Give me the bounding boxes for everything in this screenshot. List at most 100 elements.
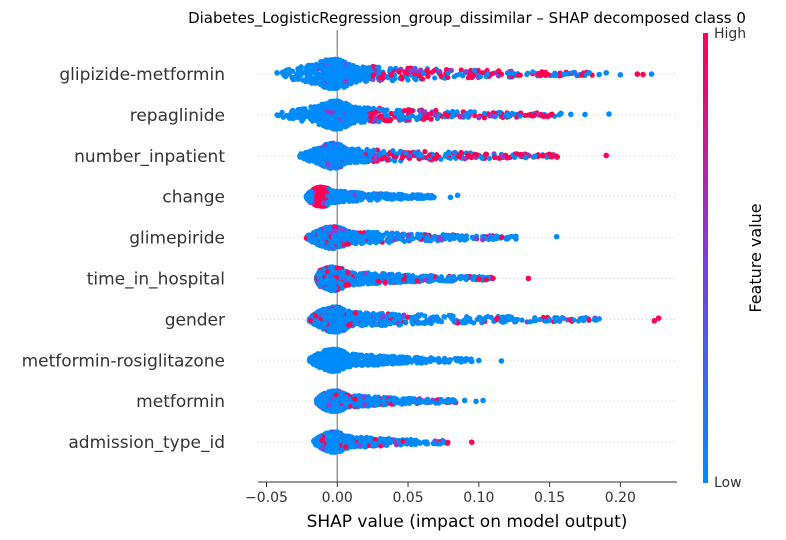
shap-point	[332, 81, 339, 87]
shap-point	[433, 107, 439, 114]
shap-point	[499, 234, 505, 240]
shap-point	[481, 115, 487, 121]
shap-point	[307, 156, 314, 162]
shap-outlier-point	[603, 69, 610, 76]
shap-point	[304, 193, 310, 199]
shap-point	[316, 149, 323, 155]
shap-point	[451, 74, 457, 80]
shap-point	[328, 269, 334, 275]
shap-point	[408, 108, 415, 114]
shap-point	[477, 74, 484, 80]
shap-point	[394, 194, 400, 200]
shap-point	[323, 103, 329, 109]
shap-point	[325, 116, 331, 123]
shap-point	[380, 70, 386, 77]
shap-point	[489, 113, 495, 119]
shap-point	[387, 279, 393, 286]
shap-point	[376, 231, 382, 238]
shap-point	[416, 72, 423, 79]
shap-point	[293, 110, 300, 116]
shap-point	[334, 199, 340, 205]
shap-point	[579, 72, 585, 78]
shap-point	[524, 71, 530, 78]
shap-point	[306, 62, 312, 68]
shap-point	[486, 155, 492, 162]
shap-point	[326, 226, 332, 232]
shap-point	[354, 272, 360, 278]
shap-point	[332, 112, 339, 118]
shap-point	[392, 158, 398, 164]
shap-point	[307, 236, 313, 242]
shap-point	[439, 237, 445, 243]
shap-point	[375, 278, 382, 284]
shap-point	[401, 108, 407, 114]
shap-point	[349, 158, 356, 164]
shap-point	[293, 74, 300, 80]
shap-point	[356, 156, 362, 162]
shap-outlier-point	[511, 234, 518, 240]
shap-point	[397, 234, 403, 240]
shap-point	[458, 149, 464, 156]
shap-point	[430, 195, 437, 201]
shap-point	[506, 114, 512, 120]
shap-point	[366, 75, 372, 81]
shap-point	[349, 71, 355, 77]
shap-point	[316, 203, 322, 209]
shap-point	[523, 155, 529, 161]
shap-point	[480, 70, 486, 76]
shap-point	[401, 114, 408, 120]
shap-point	[371, 238, 377, 244]
shap-point	[328, 239, 335, 246]
shap-point	[351, 282, 357, 288]
shap-point	[409, 113, 415, 119]
shap-point	[338, 271, 344, 277]
shap-point	[447, 235, 454, 242]
shap-point	[322, 142, 329, 148]
shap-point	[328, 104, 334, 110]
shap-point	[496, 109, 502, 115]
shap-point	[506, 154, 512, 161]
shap-point	[327, 71, 333, 77]
shap-point	[384, 230, 390, 236]
shap-point	[422, 109, 428, 115]
shap-point	[549, 111, 555, 117]
shap-point	[361, 69, 368, 75]
shap-point	[334, 118, 340, 124]
shap-point	[319, 185, 325, 191]
shap-point	[316, 275, 322, 281]
shap-point	[424, 234, 431, 240]
shap-point	[498, 71, 505, 77]
shap-point	[315, 154, 322, 160]
shap-point	[373, 153, 379, 159]
shap-point	[416, 235, 422, 241]
shap-point	[437, 69, 443, 75]
shap-point	[386, 151, 392, 157]
shap-point	[570, 69, 577, 75]
shap-point	[538, 113, 545, 119]
shap-point	[376, 119, 382, 125]
shap-point	[329, 84, 335, 90]
shap-point	[454, 109, 460, 115]
shap-point	[367, 157, 373, 163]
shap-point	[332, 285, 339, 291]
shap-point	[517, 113, 523, 119]
shap-outlier-point	[546, 151, 553, 158]
shap-point	[357, 193, 363, 200]
shap-point	[452, 149, 458, 155]
shap-point	[333, 60, 339, 67]
shap-outlier-point	[412, 192, 418, 199]
shap-point	[341, 196, 347, 202]
shap-point	[290, 107, 296, 113]
shap-point	[321, 58, 327, 64]
shap-point	[531, 154, 537, 160]
shap-point	[336, 155, 342, 161]
shap-point	[341, 117, 347, 123]
shap-point	[354, 64, 360, 70]
shap-point	[339, 102, 345, 108]
shap-point	[331, 56, 338, 63]
shap-point	[318, 80, 325, 87]
shap-point	[384, 194, 390, 200]
shap-point	[405, 237, 411, 243]
shap-outlier-point	[553, 233, 560, 240]
shap-point	[320, 200, 326, 206]
